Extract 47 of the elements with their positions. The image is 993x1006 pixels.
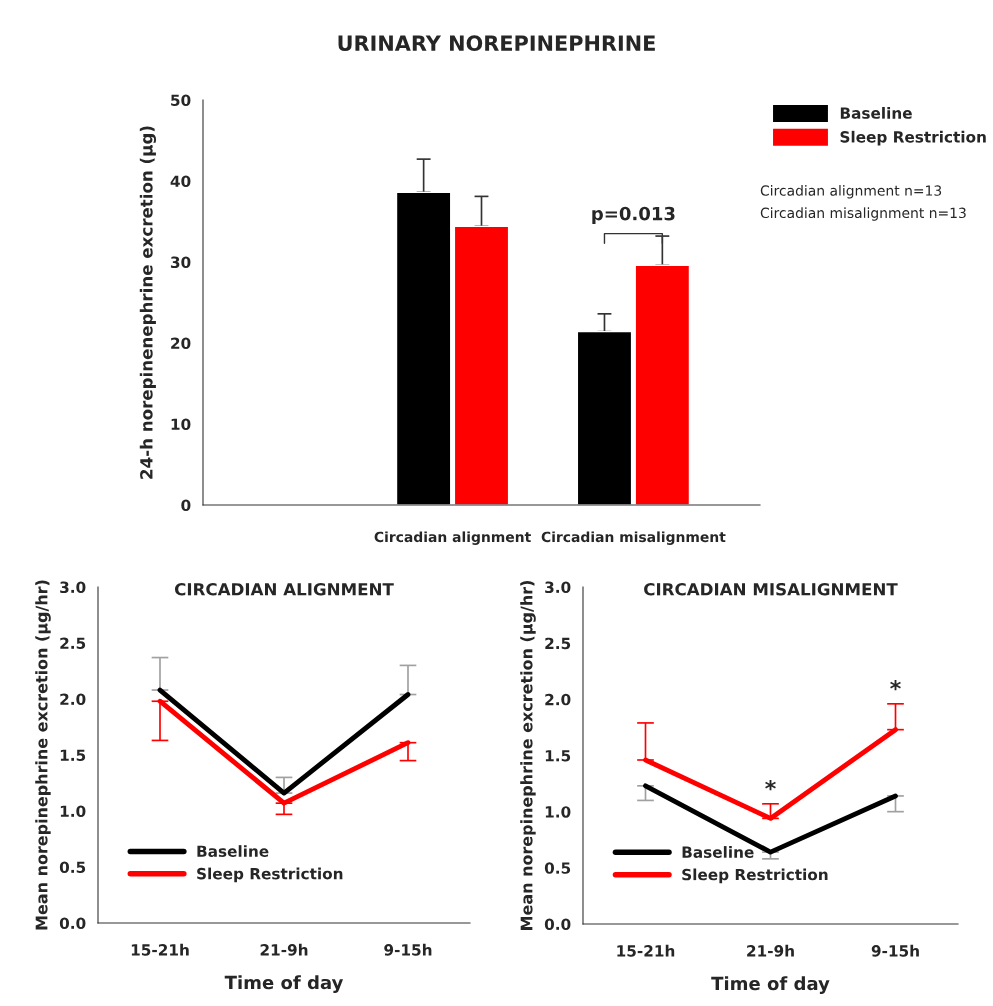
legend-label: Baseline [840,107,912,119]
x-tick-label: 15-21h [617,944,675,957]
legend-label: Sleep Restriction [840,130,986,146]
y-tick-label: 2.5 [60,637,86,650]
x-tick-label: 9-15h [871,944,919,957]
text: Circadian alignment n=13 [760,185,942,199]
legend-label: Sleep Restriction [197,867,343,883]
y-tick-label: 2.0 [545,693,571,706]
chart-title: URINARY NOREPINEPHRINE [338,35,655,52]
y-tick-label: 0.5 [544,862,571,874]
y-tick-label: 3.0 [60,581,86,594]
y-tick-label: 1.5 [60,749,86,762]
y-tick-label: 20 [171,337,191,350]
x-tick-label: 21-9h [747,944,794,957]
y-tick-label: 1.5 [545,750,571,762]
y-tick-label: 50 [171,94,191,107]
chart-title: CIRCADIAN MISALIGNMENT [644,582,898,596]
y-tick-label: 0.5 [59,861,86,874]
y-tick-label: 0.0 [59,917,86,930]
legend-label: Sleep Restriction [682,868,828,884]
y-axis-title: Mean norepinephrine excretion (µg/hr) [520,581,536,930]
annotation: p=0.013 [592,206,675,224]
legend-label: Baseline [682,846,754,858]
y-axis-title: 24-h norepinenephrine excretion (µg) [139,126,157,479]
y-tick-label: 2.5 [545,637,571,650]
y-tick-label: 1.0 [545,806,571,818]
x-tick-label: 9-15h [384,943,432,956]
annotation: * [890,679,901,691]
annotation: * [765,779,776,791]
x-axis-title: Time of day [711,976,830,994]
y-tick-label: 3.0 [545,581,571,594]
x-tick-label: 21-9h [260,943,308,956]
y-tick-label: 30 [170,256,191,269]
y-tick-label: 1.0 [60,805,86,818]
y-axis-title: Mean norepinephrine excretion (µg/hr) [35,580,51,930]
chart-title: CIRCADIAN ALIGNMENT [174,582,394,596]
y-tick-label: 0.0 [544,918,571,931]
x-tick-label: Circadian alignment [374,531,531,545]
x-tick-label: 15-21h [131,943,189,956]
y-tick-label: 40 [170,175,191,188]
y-tick-label: 10 [171,418,191,431]
text: Circadian misalignment n=13 [760,207,966,221]
y-tick-label: 0 [181,499,191,512]
x-tick-label: Circadian misalignment [541,531,726,545]
x-axis-title: Time of day [224,975,344,993]
legend-label: Baseline [197,845,269,857]
y-tick-label: 2.0 [60,693,86,706]
